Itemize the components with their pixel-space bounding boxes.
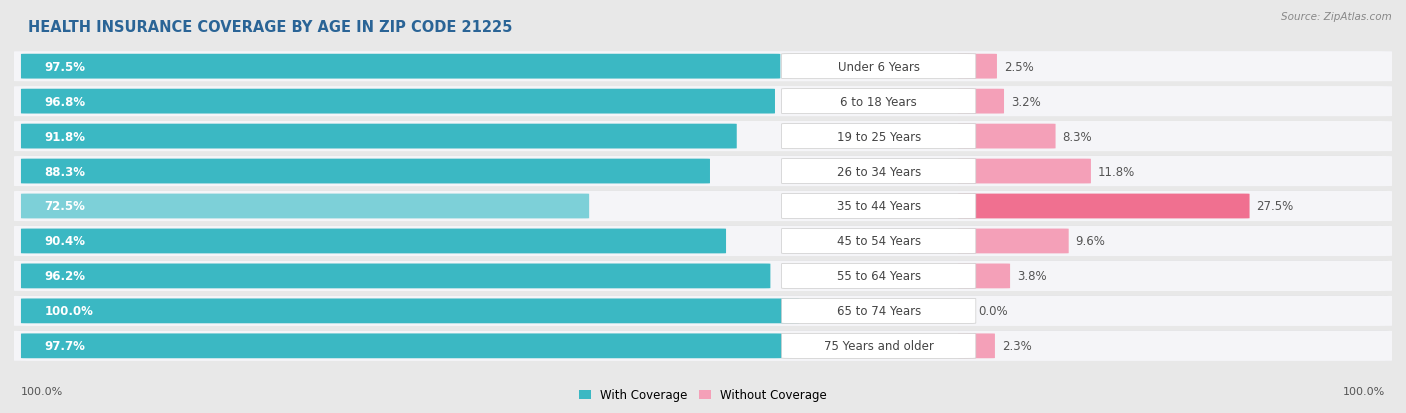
Text: 45 to 54 Years: 45 to 54 Years (837, 235, 921, 248)
FancyBboxPatch shape (782, 299, 976, 324)
FancyBboxPatch shape (14, 296, 1392, 326)
Text: 96.8%: 96.8% (45, 95, 86, 108)
FancyBboxPatch shape (21, 194, 589, 219)
FancyBboxPatch shape (11, 226, 1395, 256)
Text: 0.0%: 0.0% (979, 305, 1008, 318)
Text: 26 to 34 Years: 26 to 34 Years (837, 165, 921, 178)
Text: 97.7%: 97.7% (45, 339, 86, 352)
Text: 100.0%: 100.0% (21, 387, 63, 396)
Text: 8.3%: 8.3% (1063, 130, 1092, 143)
FancyBboxPatch shape (782, 124, 976, 149)
FancyBboxPatch shape (957, 264, 1010, 289)
FancyBboxPatch shape (957, 159, 1091, 184)
Text: 96.2%: 96.2% (45, 270, 86, 283)
FancyBboxPatch shape (11, 331, 1395, 361)
FancyBboxPatch shape (21, 299, 800, 323)
Text: 19 to 25 Years: 19 to 25 Years (837, 130, 921, 143)
FancyBboxPatch shape (782, 159, 976, 184)
FancyBboxPatch shape (782, 264, 976, 289)
FancyBboxPatch shape (14, 87, 1392, 116)
FancyBboxPatch shape (957, 55, 997, 79)
FancyBboxPatch shape (957, 194, 1250, 219)
FancyBboxPatch shape (21, 334, 782, 358)
Text: 9.6%: 9.6% (1076, 235, 1105, 248)
FancyBboxPatch shape (21, 159, 710, 184)
Text: Source: ZipAtlas.com: Source: ZipAtlas.com (1281, 12, 1392, 22)
Text: 6 to 18 Years: 6 to 18 Years (841, 95, 917, 108)
Text: 2.5%: 2.5% (1004, 61, 1033, 74)
Text: Under 6 Years: Under 6 Years (838, 61, 920, 74)
FancyBboxPatch shape (957, 229, 1069, 254)
FancyBboxPatch shape (14, 331, 1392, 361)
Text: 75 Years and older: 75 Years and older (824, 339, 934, 352)
FancyBboxPatch shape (957, 334, 995, 358)
FancyBboxPatch shape (11, 87, 1395, 117)
Text: 65 to 74 Years: 65 to 74 Years (837, 305, 921, 318)
FancyBboxPatch shape (11, 296, 1395, 326)
FancyBboxPatch shape (957, 124, 1056, 149)
Text: 2.3%: 2.3% (1002, 339, 1032, 352)
Text: 97.5%: 97.5% (45, 61, 86, 74)
FancyBboxPatch shape (21, 124, 737, 149)
Text: 100.0%: 100.0% (1343, 387, 1385, 396)
FancyBboxPatch shape (11, 261, 1395, 291)
FancyBboxPatch shape (11, 192, 1395, 221)
Text: 90.4%: 90.4% (45, 235, 86, 248)
FancyBboxPatch shape (11, 52, 1395, 82)
Text: 72.5%: 72.5% (45, 200, 86, 213)
Text: 88.3%: 88.3% (45, 165, 86, 178)
FancyBboxPatch shape (11, 122, 1395, 152)
FancyBboxPatch shape (14, 226, 1392, 256)
FancyBboxPatch shape (14, 122, 1392, 152)
Text: 27.5%: 27.5% (1257, 200, 1294, 213)
FancyBboxPatch shape (11, 157, 1395, 187)
FancyBboxPatch shape (21, 229, 725, 254)
Legend: With Coverage, Without Coverage: With Coverage, Without Coverage (579, 389, 827, 401)
Text: 100.0%: 100.0% (45, 305, 93, 318)
Text: 11.8%: 11.8% (1098, 165, 1135, 178)
FancyBboxPatch shape (782, 89, 976, 114)
FancyBboxPatch shape (782, 194, 976, 219)
FancyBboxPatch shape (782, 334, 976, 358)
Text: 3.2%: 3.2% (1011, 95, 1040, 108)
FancyBboxPatch shape (21, 264, 770, 289)
FancyBboxPatch shape (957, 90, 1004, 114)
FancyBboxPatch shape (21, 55, 780, 79)
FancyBboxPatch shape (14, 157, 1392, 186)
FancyBboxPatch shape (782, 55, 976, 79)
FancyBboxPatch shape (782, 229, 976, 254)
Text: HEALTH INSURANCE COVERAGE BY AGE IN ZIP CODE 21225: HEALTH INSURANCE COVERAGE BY AGE IN ZIP … (28, 20, 512, 35)
Text: 3.8%: 3.8% (1017, 270, 1046, 283)
FancyBboxPatch shape (14, 261, 1392, 291)
Text: 35 to 44 Years: 35 to 44 Years (837, 200, 921, 213)
Text: 91.8%: 91.8% (45, 130, 86, 143)
FancyBboxPatch shape (14, 192, 1392, 221)
FancyBboxPatch shape (14, 52, 1392, 82)
Text: 55 to 64 Years: 55 to 64 Years (837, 270, 921, 283)
FancyBboxPatch shape (21, 90, 775, 114)
